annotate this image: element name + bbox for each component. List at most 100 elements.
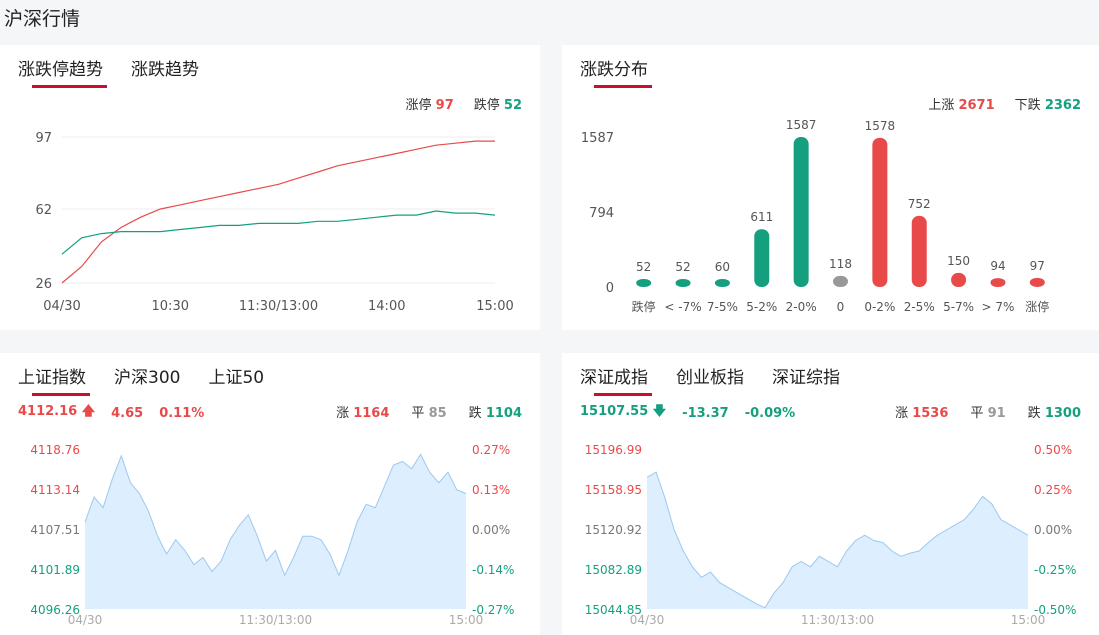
- sz-pct: -0.09%: [744, 405, 796, 421]
- sh-up-count: 涨 1164: [336, 406, 390, 421]
- y-left-tick-label: 4101.89: [30, 563, 80, 577]
- y-right-tick-label: -0.27%: [472, 603, 514, 617]
- x-tick-label: 04/30: [68, 613, 103, 627]
- x-tick-label: 04/30: [630, 613, 665, 627]
- x-tick-label: 04/30: [43, 299, 80, 314]
- bar-value-label: 611: [750, 210, 773, 224]
- page-title: 沪深行情: [4, 8, 81, 30]
- tab-updown-trend[interactable]: 涨跌趋势: [131, 60, 199, 80]
- y-right-tick-label: 0.13%: [472, 483, 510, 497]
- bar: [636, 279, 652, 287]
- bar: [754, 229, 770, 287]
- x-tick-label: 11:30/13:00: [239, 299, 318, 314]
- sz-down-count: 跌 1300: [1027, 406, 1081, 421]
- y-left-tick-label: 4118.76: [30, 443, 80, 457]
- limit-down-line: [61, 210, 496, 255]
- sh-pct: 0.11%: [159, 405, 205, 421]
- limit-up-count: 97: [435, 98, 454, 113]
- distribution-chart: 1587 794 0 52 跌停 52 < -7% 60 7-5% 611 5-2% 1587 2-0%…: [581, 118, 1049, 314]
- y-tick-label: 62: [35, 203, 52, 218]
- bar: [675, 279, 691, 287]
- x-category-label: 5-7%: [943, 300, 974, 314]
- bar: [990, 278, 1006, 287]
- index-area: [647, 472, 1028, 609]
- bar: [911, 215, 927, 287]
- tab-sz-component[interactable]: 深证成指: [580, 363, 652, 396]
- limit-up-stat: 涨停 97: [405, 98, 454, 113]
- bar-value-label: 52: [636, 260, 651, 274]
- y-right-tick-label: 0.00%: [1034, 523, 1072, 537]
- limit-trend-panel: 涨跌停趋势 涨跌趋势 涨停 97 跌停 52 97 62 26 04/30 10:30 1…: [0, 45, 540, 330]
- rise-stat: 上涨 2671: [928, 98, 995, 113]
- sz-up-count: 涨 1536: [895, 406, 949, 421]
- sz-change: -13.37: [682, 405, 729, 421]
- x-category-label: 2-0%: [786, 300, 817, 314]
- y-right-tick-label: 0.00%: [472, 523, 510, 537]
- bar: [714, 279, 730, 287]
- bar: [793, 137, 809, 287]
- sz-index-panel: 深证成指 创业板指 深证综指 15107.55 🡇 -13.37 -0.09% …: [562, 353, 1099, 635]
- bar: [1029, 277, 1045, 287]
- x-category-label: 2-5%: [904, 300, 935, 314]
- sh-flat-count: 平 85: [411, 406, 447, 421]
- limit-trend-chart: 97 62 26 04/30 10:30 11:30/13:00 14:00 15:00: [35, 131, 513, 314]
- tab-chinext[interactable]: 创业板指: [676, 368, 744, 388]
- y-tick-label: 794: [589, 206, 614, 221]
- y-left-tick-label: 4107.51: [30, 523, 80, 537]
- tab-limit-trend[interactable]: 涨跌停趋势: [18, 55, 107, 88]
- y-right-tick-label: -0.14%: [472, 563, 514, 577]
- bar-value-label: 150: [947, 254, 970, 268]
- x-category-label: 0-2%: [864, 300, 895, 314]
- sh-change: 4.65: [111, 405, 144, 421]
- fall-count: 2362: [1044, 98, 1081, 113]
- tab-sz-composite[interactable]: 深证综指: [772, 368, 840, 388]
- arrow-up-icon: 🡅: [81, 404, 96, 419]
- y-left-tick-label: 15044.85: [585, 603, 642, 617]
- index-area: [85, 454, 466, 609]
- index-line: [84, 453, 467, 577]
- bar: [951, 272, 967, 287]
- sh-down-count: 跌 1104: [468, 406, 522, 421]
- bar-value-label: 752: [908, 197, 931, 211]
- index-line: [646, 471, 1029, 609]
- bar-value-label: 94: [990, 259, 1005, 273]
- y-left-tick-label: 15082.89: [585, 563, 642, 577]
- tab-sse50[interactable]: 上证50: [208, 368, 265, 388]
- bar-value-label: 1578: [865, 119, 896, 133]
- tab-sh-composite[interactable]: 上证指数: [18, 363, 90, 396]
- sz-index-chart: 15196.99 15158.95 15120.92 15082.89 15044.85…: [585, 443, 1077, 627]
- sh-price: 4112.16 🡅: [18, 404, 96, 419]
- y-left-tick-label: 15120.92: [585, 523, 642, 537]
- bar-value-label: 118: [829, 257, 852, 271]
- y-tick-label: 97: [35, 131, 52, 146]
- x-category-label: 5-2%: [746, 300, 777, 314]
- limit-up-line: [61, 140, 495, 284]
- y-left-tick-label: 4096.26: [30, 603, 80, 617]
- x-category-label: 涨停: [1025, 299, 1049, 314]
- sh-index-chart: 4118.76 4113.14 4107.51 4101.89 4096.26 0.27%…: [30, 443, 514, 627]
- x-category-label: 0: [837, 300, 845, 314]
- x-category-label: 7-5%: [707, 300, 738, 314]
- limit-down-count: 52: [503, 98, 522, 113]
- x-category-label: > 7%: [982, 300, 1015, 314]
- tab-distribution[interactable]: 涨跌分布: [580, 55, 652, 88]
- x-tick-label: 11:30/13:00: [239, 613, 312, 627]
- rise-count: 2671: [958, 98, 995, 113]
- x-tick-label: 15:00: [449, 613, 484, 627]
- y-left-tick-label: 15196.99: [585, 443, 642, 457]
- x-category-label: < -7%: [664, 300, 701, 314]
- y-tick-label: 0: [606, 281, 614, 296]
- tab-csi300[interactable]: 沪深300: [114, 368, 181, 388]
- y-tick-label: 26: [35, 277, 52, 292]
- x-tick-label: 10:30: [152, 299, 189, 314]
- bar: [833, 275, 848, 287]
- x-category-label: 跌停: [632, 299, 656, 314]
- y-right-tick-label: 0.25%: [1034, 483, 1072, 497]
- y-left-tick-label: 15158.95: [585, 483, 642, 497]
- distribution-panel: 涨跌分布 上涨 2671 下跌 2362 1587 794 0 52 跌停 52 < -7%…: [562, 45, 1099, 330]
- sh-index-panel: 上证指数 沪深300 上证50 4112.16 🡅 4.65 0.11% 涨 1…: [0, 353, 540, 635]
- x-tick-label: 15:00: [1011, 613, 1046, 627]
- x-tick-label: 11:30/13:00: [801, 613, 874, 627]
- y-right-tick-label: 0.27%: [472, 443, 510, 457]
- y-right-tick-label: 0.50%: [1034, 443, 1072, 457]
